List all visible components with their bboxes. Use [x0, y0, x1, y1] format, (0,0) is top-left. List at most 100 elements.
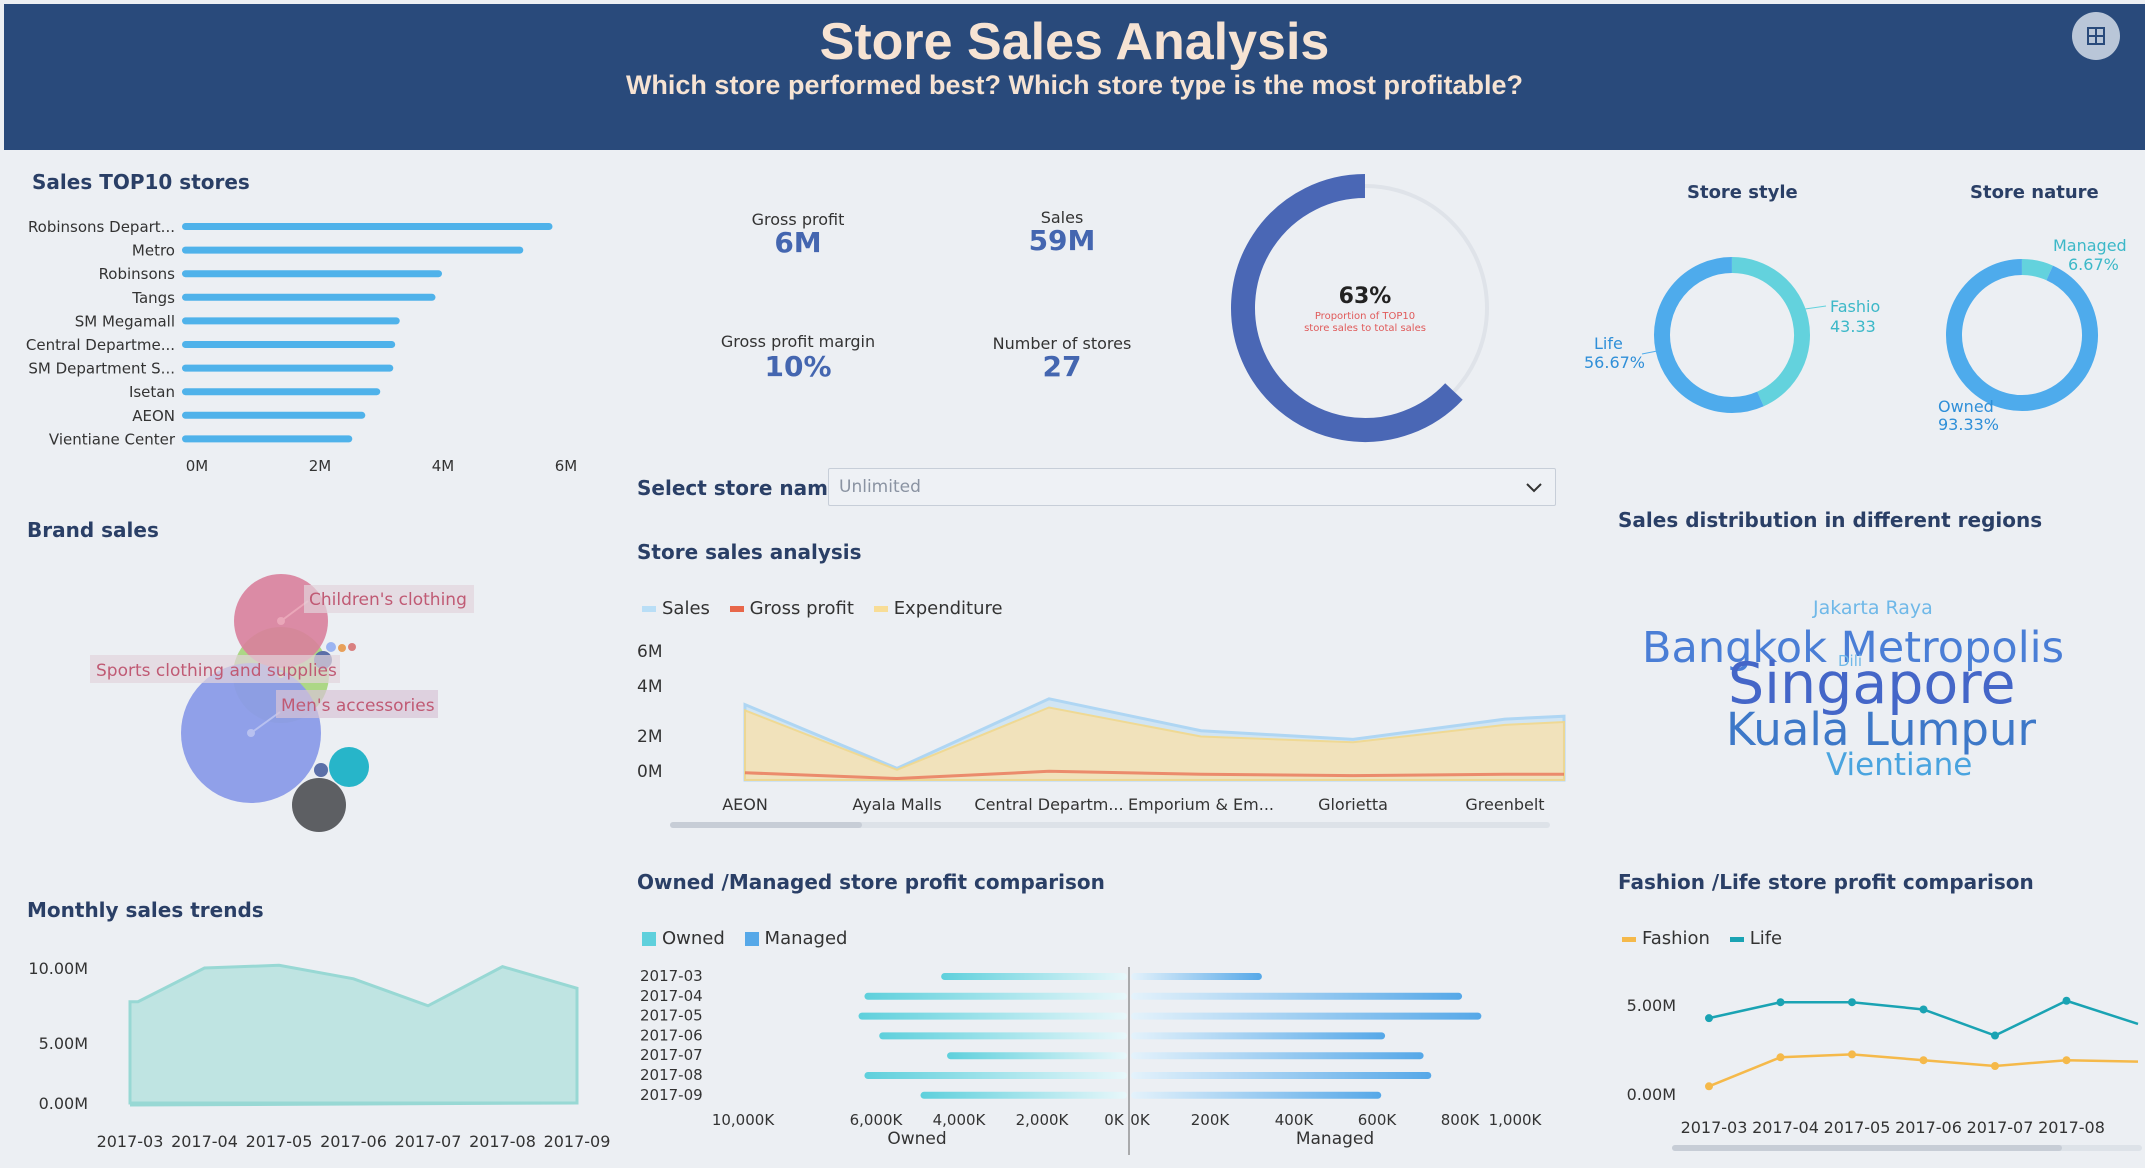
legend-life[interactable]: Life [1729, 928, 1782, 949]
life-point[interactable] [1919, 1005, 1928, 1014]
monthly-axis-x-label: 2017-04 [171, 1132, 238, 1151]
monthly-axis-x-label: 2017-03 [97, 1132, 164, 1151]
life-point[interactable] [2062, 996, 2071, 1005]
word-dili[interactable]: Dili [1838, 652, 1862, 670]
fashion-point[interactable] [1776, 1053, 1785, 1062]
donut-slice-owned [1946, 259, 2098, 411]
owned-bar[interactable] [864, 992, 1127, 1000]
word-singapore[interactable]: Singapore [1728, 651, 2016, 717]
monthly-sales-area [128, 963, 579, 1105]
brand-label-children: Children's clothing [309, 590, 467, 610]
monthly-title: Monthly sales trends [27, 898, 264, 922]
label-bg-sports [90, 655, 340, 683]
om-right-axis-label: 0K [1130, 1111, 1151, 1129]
top10-bar[interactable] [182, 293, 436, 301]
monthly-axis-x-label: 2017-07 [395, 1132, 462, 1151]
owned-bar[interactable] [947, 1052, 1127, 1060]
label-bg-mens [276, 690, 438, 718]
top10-axis-label: 6M [555, 457, 578, 475]
bubble-small-3[interactable] [314, 763, 328, 777]
om-left-axis-title: Owned [887, 1129, 946, 1149]
legend-sales[interactable]: Sales [642, 598, 710, 619]
word-bangkok[interactable]: Bangkok Metropolis [1642, 623, 2064, 673]
owned-bar[interactable] [879, 1032, 1127, 1040]
legend-managed[interactable]: Managed [744, 928, 847, 949]
store-axis-x-label: Ayala Malls [852, 795, 941, 814]
store-analysis-chart: 6M 4M 2M 0M AEON Ayala Malls Central Departm..… [637, 642, 1566, 828]
regions-title: Sales distribution in different regions [1618, 508, 2043, 532]
top10-bar[interactable] [182, 411, 366, 419]
top10-bar[interactable] [182, 317, 400, 325]
fashion-point[interactable] [1991, 1062, 1999, 1070]
life-point[interactable] [1705, 1014, 1713, 1023]
monthly-axis-x-label: 2017-08 [469, 1132, 536, 1151]
om-left-axis-label: 2,000K [1016, 1111, 1070, 1129]
managed-bar[interactable] [1131, 1091, 1382, 1099]
select-store-label: Select store name [637, 476, 842, 500]
top10-bar[interactable] [182, 341, 396, 348]
bubble-small-7[interactable] [348, 643, 356, 651]
om-month-label: 2017-08 [640, 1066, 703, 1084]
life-point[interactable] [1848, 998, 1856, 1007]
legend-owned[interactable]: Owned [642, 928, 725, 949]
legend-gross-profit[interactable]: Gross profit [729, 598, 854, 619]
managed-bar[interactable] [1131, 1032, 1386, 1040]
managed-bar[interactable] [1131, 992, 1463, 1000]
gross-profit-value: 6M [774, 226, 822, 259]
managed-bar[interactable] [1131, 973, 1262, 980]
life-label: Life [1594, 334, 1623, 353]
owned-bar[interactable] [858, 1012, 1127, 1020]
top10-bar[interactable] [182, 246, 524, 254]
monthly-axis-y-label: 5.00M [39, 1034, 88, 1053]
word-jakarta[interactable]: Jakarta Raya [1812, 597, 1933, 619]
fl-axis-x-label: 2017-07 [1967, 1118, 2034, 1137]
export-button[interactable] [2072, 12, 2120, 60]
page-title: Store Sales Analysis [819, 13, 1330, 71]
fl-axis-y-label: 0.00M [1627, 1085, 1676, 1104]
life-point[interactable] [1991, 1031, 1999, 1040]
fashion-point[interactable] [1919, 1056, 1928, 1065]
fashion-point[interactable] [1848, 1050, 1856, 1059]
brand-sales-title: Brand sales [27, 518, 159, 542]
bubble-small-1[interactable] [329, 747, 369, 787]
om-left-axis-label: 6,000K [850, 1111, 904, 1129]
store-axis-x-label: Glorietta [1318, 795, 1388, 814]
word-vientiane[interactable]: Vientiane [1826, 747, 1972, 783]
fashion-point[interactable] [2062, 1056, 2071, 1065]
managed-bar[interactable] [1131, 1072, 1432, 1079]
bubble-small-2[interactable] [292, 778, 346, 832]
proportion-percent: 63% [1339, 284, 1392, 309]
fashion-point[interactable] [1705, 1082, 1713, 1091]
label-bg-children [304, 585, 474, 613]
store-select[interactable]: Unlimited [828, 468, 1556, 506]
top10-store-label: AEON [132, 407, 175, 425]
owned-managed-legend: Owned Managed [642, 928, 861, 949]
life-point[interactable] [1776, 998, 1785, 1007]
owned-bar[interactable] [920, 1091, 1128, 1099]
word-kuala-lumpur[interactable]: Kuala Lumpur [1726, 703, 2036, 756]
proportion-caption-2: store sales to total sales [1304, 323, 1426, 334]
legend-expenditure[interactable]: Expenditure [873, 598, 1003, 619]
managed-bar[interactable] [1131, 1052, 1424, 1060]
margin-label: Gross profit margin [720, 332, 876, 351]
bubble-small-6[interactable] [338, 644, 346, 652]
owned-bar[interactable] [864, 1072, 1127, 1079]
monthly-axis-x-label: 2017-09 [544, 1132, 611, 1151]
donut-slice-life [1654, 257, 1764, 413]
store-style-title: Store style [1687, 182, 1798, 203]
store-style-donut: Fashio 43.33 Life 56.67% [1584, 257, 1880, 413]
top10-axis-label: 4M [432, 457, 455, 475]
top10-bar[interactable] [182, 223, 553, 230]
fl-axis-y-label: 5.00M [1627, 996, 1676, 1015]
top10-bar[interactable] [182, 364, 394, 372]
bubble-small-5[interactable] [326, 642, 336, 652]
managed-bar[interactable] [1131, 1012, 1482, 1020]
fl-scrollbar-thumb[interactable] [1672, 1145, 2062, 1151]
leader-line [1641, 349, 1663, 355]
owned-bar[interactable] [941, 973, 1127, 980]
top10-bar[interactable] [182, 388, 381, 396]
horizontal-scrollbar-thumb[interactable] [670, 822, 862, 828]
top10-bar[interactable] [182, 435, 353, 443]
top10-bar[interactable] [182, 270, 442, 278]
legend-fashion[interactable]: Fashion [1622, 928, 1710, 949]
